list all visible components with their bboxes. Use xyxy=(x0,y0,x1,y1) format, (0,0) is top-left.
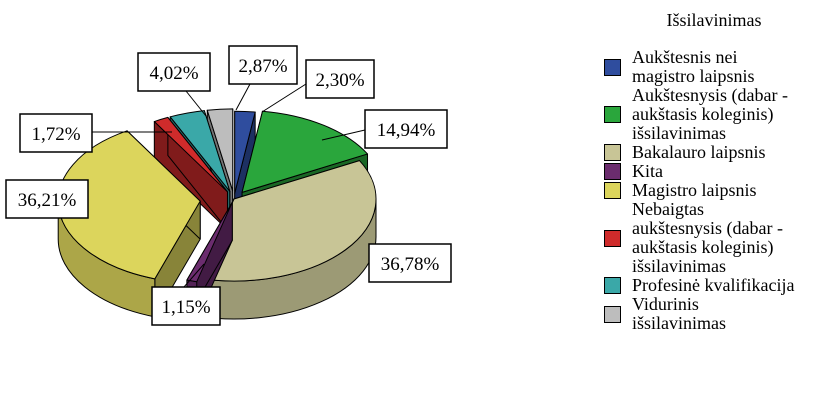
data-label: 36,78% xyxy=(368,243,452,283)
data-label-text: 36,78% xyxy=(381,254,440,275)
legend-title: Išsilavinimas xyxy=(666,10,762,30)
legend-label: aukštasis koleginis) xyxy=(632,104,774,124)
slice-top xyxy=(206,108,234,192)
data-label-text: 2,87% xyxy=(238,56,287,77)
legend-swatch xyxy=(604,277,621,294)
legend-swatch xyxy=(604,144,621,161)
leader-line xyxy=(261,83,307,113)
data-label: 4,02% xyxy=(137,52,211,92)
data-label: 1,72% xyxy=(19,113,93,153)
slice-top xyxy=(197,160,377,282)
slice-top xyxy=(234,110,256,194)
legend: Aukštesnis nei magistro laipsnis Aukštesny… xyxy=(604,48,830,333)
slice-4 xyxy=(57,130,201,318)
legend-swatch xyxy=(604,229,621,247)
slice-top xyxy=(153,116,228,193)
leader-line xyxy=(235,83,251,111)
legend-swatch xyxy=(604,182,621,199)
legend-item: Profesinė kvalifikacija xyxy=(604,276,830,295)
data-label-text: 14,94% xyxy=(377,120,436,141)
leader-line xyxy=(183,263,205,288)
legend-item: Aukštesnysis (dabar - aukštasis koleginis… xyxy=(604,86,830,143)
legend-label: Kita xyxy=(632,161,663,181)
slice-2 xyxy=(197,160,377,320)
data-label: 2,87% xyxy=(228,45,298,85)
data-label-text: 2,30% xyxy=(315,70,364,91)
leader-line xyxy=(321,129,366,141)
data-label: 14,94% xyxy=(364,109,448,149)
legend-item: Vidurinis išsilavinimas xyxy=(604,295,830,333)
legend-item: Bakalauro laipsnis xyxy=(604,143,830,162)
legend-label: išsilavinimas xyxy=(632,313,726,333)
slice-5 xyxy=(153,116,228,231)
legend-item: Nebaigtas aukštesnysis (dabar - aukštasis … xyxy=(604,200,830,276)
legend-label: išsilavinimas xyxy=(632,256,726,276)
slice-top xyxy=(241,110,369,193)
legend-swatch xyxy=(604,305,621,323)
legend-item: Aukštesnis nei magistro laipsnis xyxy=(604,48,830,86)
data-label-text: 1,72% xyxy=(31,124,80,145)
legend-swatch xyxy=(604,106,621,123)
data-label: 2,30% xyxy=(305,59,375,99)
legend-label: aukštasis koleginis) xyxy=(632,237,774,257)
legend-label: Profesinė kvalifikacija xyxy=(632,275,795,295)
leader-line xyxy=(185,90,207,117)
legend-label: aukštesnysis (dabar - xyxy=(632,218,783,238)
legend-label: Aukštesnis nei xyxy=(632,47,738,67)
legend-item: Magistro laipsnis xyxy=(604,181,830,200)
data-label-text: 36,21% xyxy=(18,190,77,211)
legend-label: Aukštesnysis (dabar - xyxy=(632,85,788,105)
legend-label: Bakalauro laipsnis xyxy=(632,142,766,162)
legend-item: Kita xyxy=(604,162,830,181)
data-labels: 2,30% 14,94% 36,78% 1,15% 36,21% 1,72% 4,02% 2,… xyxy=(5,45,452,326)
legend-label: magistro laipsnis xyxy=(632,66,755,86)
data-label: 36,21% xyxy=(5,179,89,219)
legend-label: Vidurinis xyxy=(632,294,699,314)
legend-swatch xyxy=(604,58,621,76)
legend-label: išsilavinimas xyxy=(632,123,726,143)
data-label-text: 1,15% xyxy=(161,297,210,318)
legend-label: Magistro laipsnis xyxy=(632,180,757,200)
data-label-text: 4,02% xyxy=(149,63,198,84)
legend-label: Nebaigtas xyxy=(632,199,704,219)
pie-slices xyxy=(57,108,377,321)
legend-swatch xyxy=(604,163,621,180)
slice-top xyxy=(169,110,231,192)
data-label: 1,15% xyxy=(151,286,221,326)
slice-top xyxy=(186,201,233,283)
